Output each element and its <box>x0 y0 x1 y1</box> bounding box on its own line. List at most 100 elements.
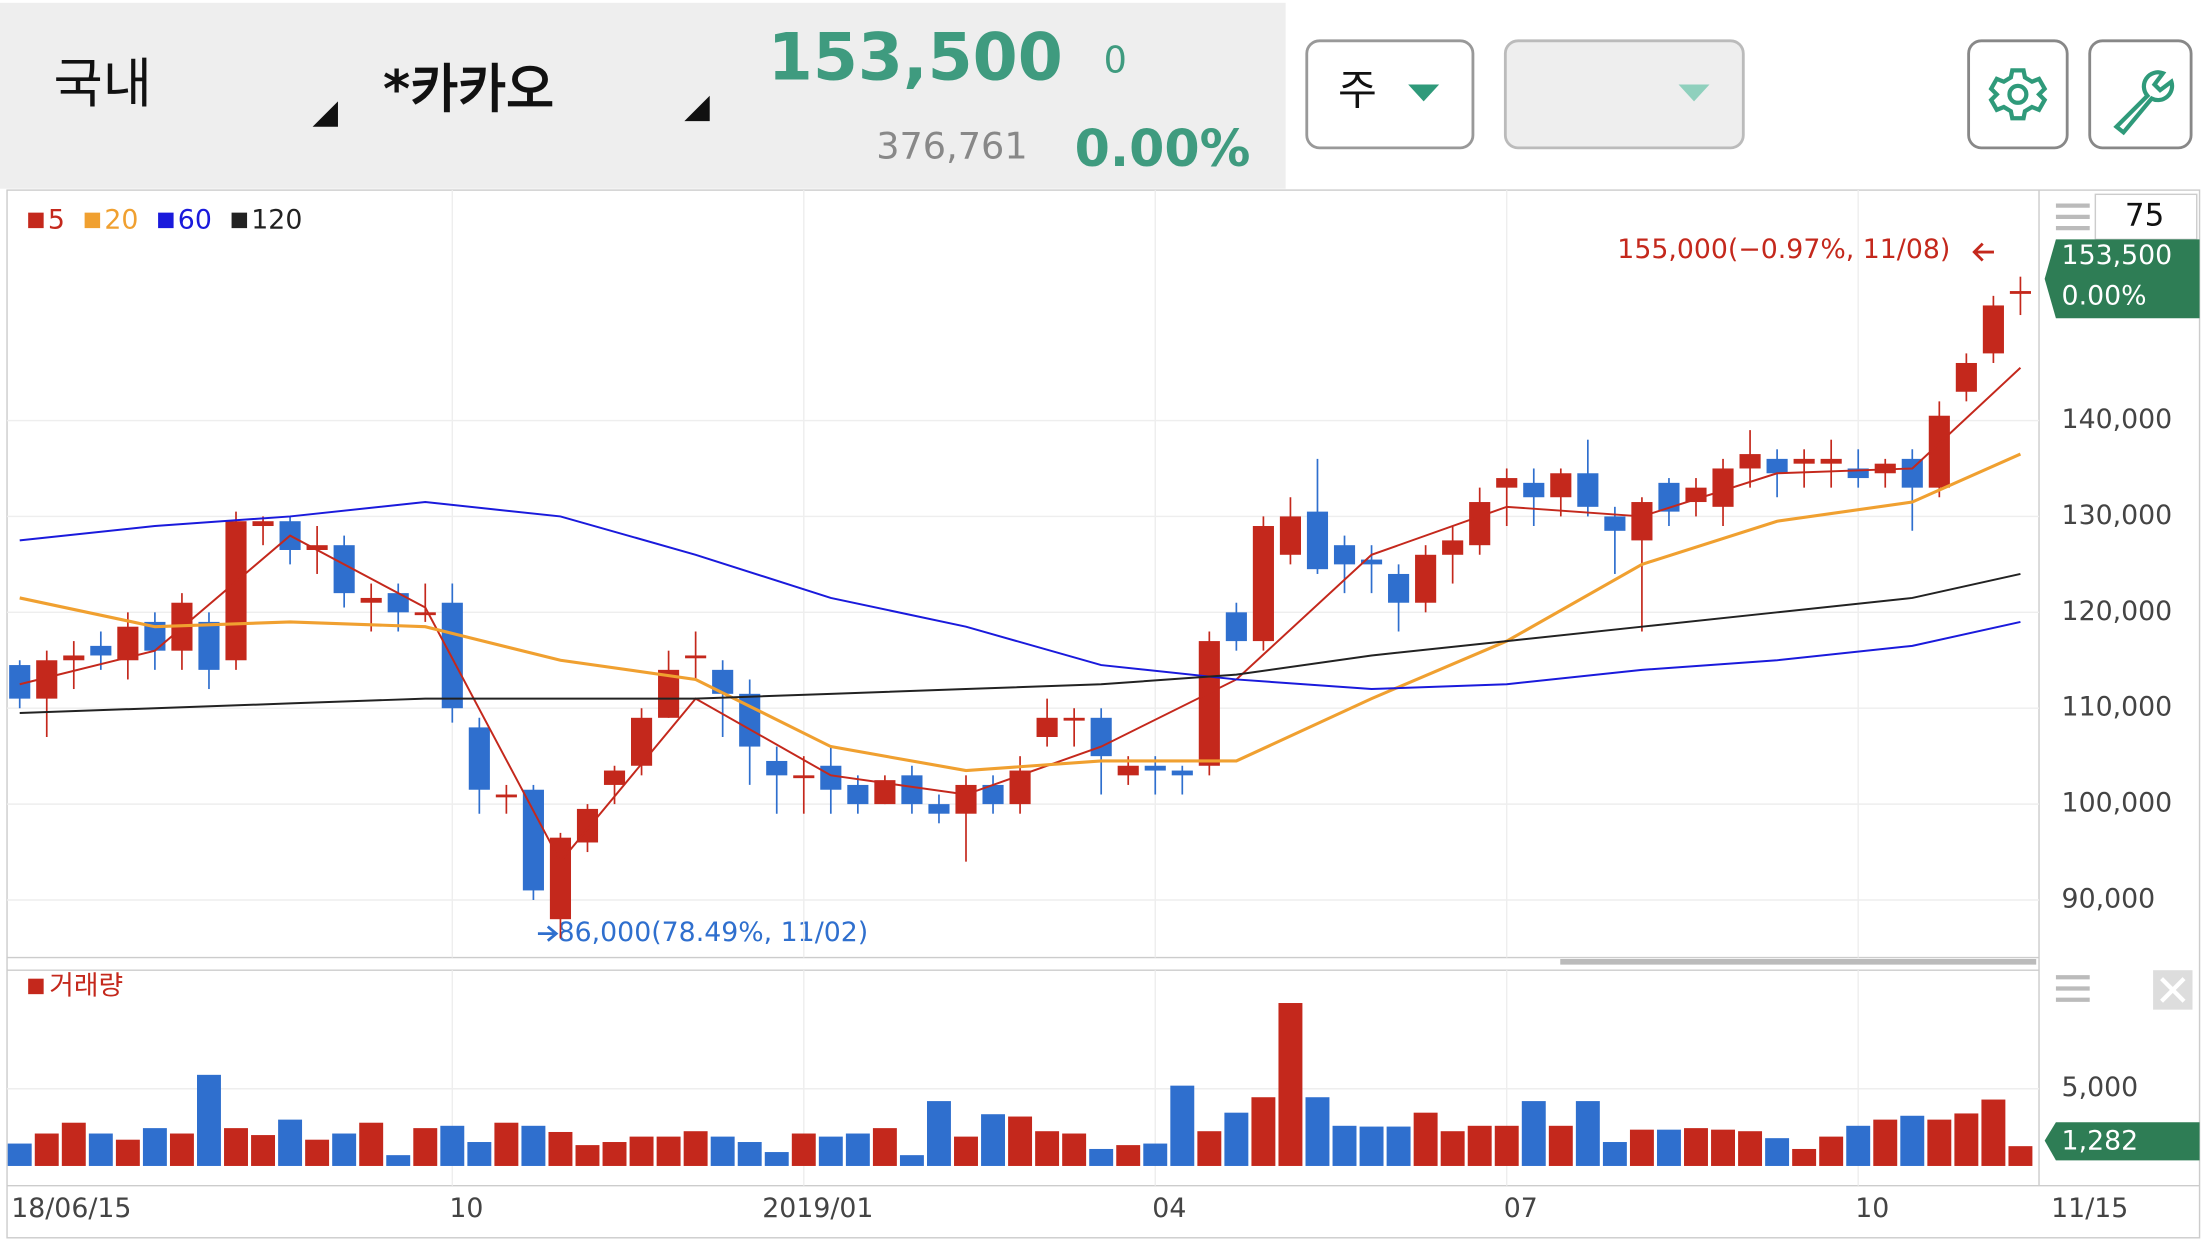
volume-bar <box>115 1139 140 1166</box>
x-tick-label: 18/06/15 <box>11 1193 131 1224</box>
header-bar <box>0 2 1286 189</box>
volume-tag <box>2044 1122 2200 1161</box>
low-annotation: 86,000(78.49%, 11/02) <box>558 917 869 948</box>
candle-body <box>630 717 653 766</box>
volume-bar <box>467 1142 492 1166</box>
candle-body <box>658 669 680 718</box>
stock-select[interactable]: *카카오 <box>383 60 554 120</box>
volume-bar <box>1008 1116 1033 1166</box>
candle-body <box>522 789 544 891</box>
candle-body <box>766 760 788 776</box>
volume-bar <box>7 1143 32 1166</box>
legend-label: 5 <box>48 205 65 236</box>
candle-body <box>1117 765 1139 776</box>
period-label: 주 <box>1338 65 1377 114</box>
candle-body <box>1766 458 1788 474</box>
close-icon[interactable] <box>2153 970 2193 1010</box>
volume-bar <box>1467 1125 1492 1166</box>
volume-bar <box>899 1155 924 1166</box>
candle-body <box>333 545 355 594</box>
x-tick-label: 10 <box>1855 1193 1889 1224</box>
candle-body <box>685 655 707 659</box>
volume-tag-value: 1,282 <box>2062 1126 2139 1157</box>
candle-body <box>1090 717 1112 757</box>
volume-bar <box>1305 1097 1330 1166</box>
volume-bar <box>926 1101 951 1166</box>
volume-bar <box>954 1136 978 1166</box>
candle-body <box>982 784 1004 805</box>
candle-body <box>928 804 950 814</box>
period-button[interactable] <box>1305 39 1475 150</box>
menu-icon[interactable] <box>2055 975 2090 1002</box>
volume-bar <box>1251 1097 1276 1166</box>
x-tick-label: 04 <box>1152 1193 1186 1224</box>
volume-bar <box>1170 1085 1195 1166</box>
volume-bar <box>251 1135 276 1166</box>
volume-bar <box>1792 1148 1817 1166</box>
candle-body <box>1631 502 1653 541</box>
volume-bar <box>1684 1128 1708 1166</box>
volume-bar <box>981 1114 1006 1166</box>
volume-bar <box>332 1133 357 1166</box>
volume-bar <box>1440 1131 1465 1166</box>
volume-bar <box>683 1131 708 1166</box>
candle-body <box>603 770 626 785</box>
moving-average-line <box>19 572 2021 714</box>
candle-body <box>1847 468 1869 479</box>
volume-legend-label: 거래량 <box>49 971 123 1002</box>
candle-body <box>387 593 409 613</box>
candle-body <box>1279 516 1302 555</box>
candle-body <box>1388 573 1410 603</box>
secondary-dropdown-arrow <box>1678 84 1710 102</box>
y-tick-label: 5,000 <box>2062 1072 2139 1103</box>
candle-body <box>1739 454 1761 469</box>
candle-body <box>1198 641 1220 766</box>
counter-box <box>2094 193 2198 241</box>
candle-body <box>1360 559 1383 565</box>
menu-icon[interactable] <box>2055 203 2090 231</box>
high-annotation: 155,000(−0.97%, 11/08) <box>1617 234 1950 265</box>
candle-body <box>144 621 166 651</box>
volume-bar <box>1575 1101 1600 1166</box>
candle-body <box>901 775 923 805</box>
candle-body <box>1928 415 1950 488</box>
candle-body <box>820 765 842 790</box>
volume-bar <box>1089 1148 1114 1166</box>
market-select[interactable]: 국내 <box>54 52 152 115</box>
secondary-dropdown[interactable] <box>1503 39 1745 150</box>
candle-body <box>712 669 734 694</box>
legend-swatch <box>231 212 248 229</box>
volume-bar <box>629 1136 654 1166</box>
moving-average-line <box>19 367 2022 864</box>
candle-body <box>495 794 517 798</box>
tools-button[interactable] <box>2088 39 2193 150</box>
volume-bar <box>737 1142 762 1166</box>
volume-bar <box>1224 1112 1249 1166</box>
settings-button[interactable] <box>1967 39 2069 150</box>
trade-volume: 376,761 <box>876 124 1027 167</box>
candle-body <box>225 521 247 661</box>
volume-bar <box>197 1074 221 1166</box>
market-dropdown-arrow <box>312 101 338 127</box>
moving-average-line <box>19 501 2021 691</box>
candle-body <box>90 645 112 656</box>
candle-body <box>793 775 815 779</box>
candle-body <box>1955 362 1977 392</box>
period-dropdown-arrow <box>1408 84 1440 102</box>
volume-bar <box>1548 1125 1573 1166</box>
legend-label: 20 <box>104 205 138 236</box>
volume-bar <box>359 1122 384 1166</box>
low-arrow <box>537 925 559 942</box>
candle-body <box>1036 717 1058 737</box>
candle-body <box>1442 540 1464 555</box>
candle-body <box>360 597 382 603</box>
volume-bar <box>1738 1131 1763 1166</box>
volume-bar <box>1819 1136 1844 1166</box>
volume-bar <box>1656 1129 1681 1166</box>
volume-bar <box>1954 1113 1979 1166</box>
volume-bar <box>1413 1112 1438 1166</box>
candle-body <box>468 727 490 790</box>
volume-bar <box>710 1136 735 1166</box>
candle-body <box>36 660 58 699</box>
stock-dropdown-arrow <box>684 95 710 122</box>
